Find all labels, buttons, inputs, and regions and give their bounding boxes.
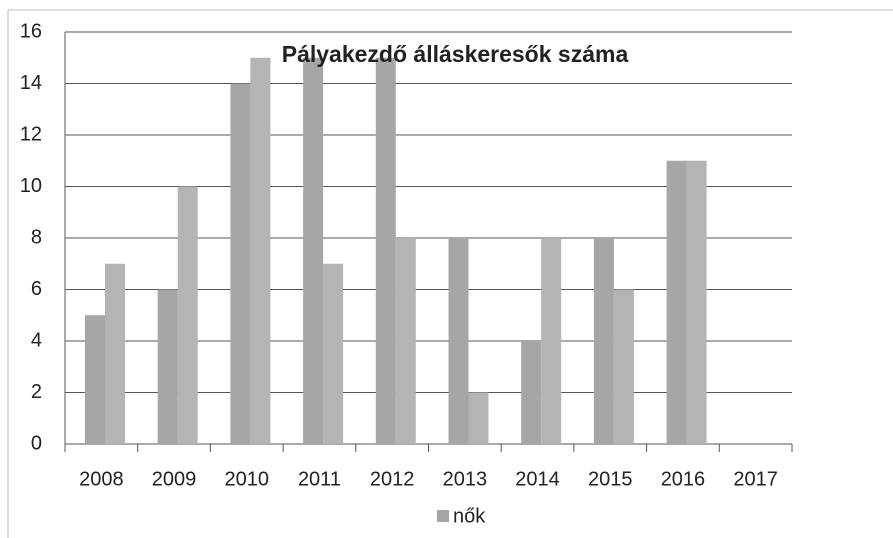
bar: [250, 57, 271, 444]
bar: [448, 238, 469, 444]
legend-swatch: [437, 510, 449, 522]
x-tick-label: 2009: [152, 468, 197, 490]
bar: [521, 341, 542, 444]
y-tick-label: 10: [20, 175, 42, 197]
bar: [395, 238, 416, 444]
bar: [323, 263, 344, 444]
x-tick-label: 2008: [79, 468, 124, 490]
y-tick-label: 6: [31, 278, 42, 300]
x-tick-label: 2016: [661, 468, 706, 490]
bar: [541, 238, 562, 444]
bar: [686, 160, 707, 444]
x-tick-label: 2017: [733, 468, 778, 490]
legend-label: nők: [453, 505, 486, 527]
bar: [230, 83, 251, 444]
bar: [375, 57, 396, 444]
y-tick-label: 4: [31, 329, 42, 351]
y-tick-label: 8: [31, 226, 42, 248]
x-tick-label: 2012: [370, 468, 415, 490]
y-tick-label: 14: [20, 72, 42, 94]
x-tick-label: 2015: [588, 468, 633, 490]
y-tick-label: 16: [20, 20, 42, 42]
y-tick-label: 2: [31, 381, 42, 403]
y-tick-label: 12: [20, 123, 42, 145]
bar: [157, 289, 178, 444]
y-tick-label: 0: [31, 432, 42, 454]
bar: [85, 315, 105, 444]
bar: [666, 160, 687, 444]
x-tick-label: 2011: [298, 468, 341, 490]
x-tick-label: 2014: [515, 468, 560, 490]
bar: [177, 186, 198, 444]
bar: [468, 392, 489, 444]
x-tick-label: 2010: [225, 468, 270, 490]
bar: [303, 57, 324, 444]
bar: [613, 289, 634, 444]
bar: [593, 238, 614, 444]
x-tick-label: 2013: [443, 468, 488, 490]
bar: [105, 263, 125, 444]
chart-title: Pályakezdő álláskeresők száma: [282, 41, 629, 67]
